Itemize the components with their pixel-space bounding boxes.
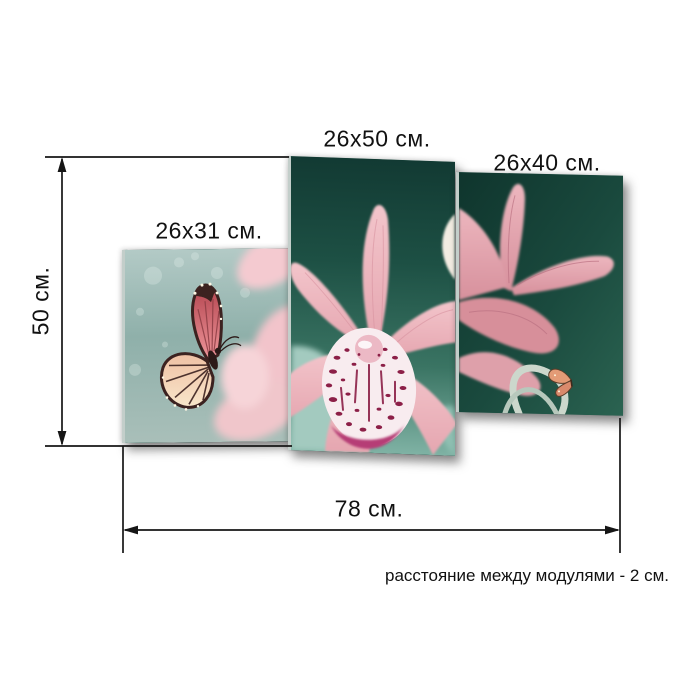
height-dimension-arrow <box>57 157 67 446</box>
butterfly-petal-art <box>125 248 288 443</box>
module-gap-note: расстояние между модулями - 2 см. <box>384 566 669 585</box>
width-dimension-arrow <box>123 525 620 535</box>
wing-spots <box>161 282 223 411</box>
art-panel-middle <box>288 156 455 456</box>
small-butterfly-icon <box>548 368 573 397</box>
panel-middle-size-label: 26x50 см. <box>323 125 431 152</box>
orchid-side-art <box>459 172 623 416</box>
stems <box>502 364 569 416</box>
orchid-lip <box>321 327 417 449</box>
art-panel-left <box>122 248 288 443</box>
butterfly-icon <box>160 282 242 411</box>
white-petal <box>442 213 455 280</box>
orchid-flower-art <box>291 156 455 456</box>
panel-left-size-label: 26x31 см. <box>155 217 263 244</box>
panel-right-size-label: 26x40 см. <box>493 149 601 176</box>
art-panel-right <box>456 172 623 416</box>
total-width-label: 78 см. <box>334 495 404 522</box>
total-height-label: 50 см. <box>27 266 54 336</box>
orchid-side-petals <box>459 183 614 396</box>
petal-veins-right <box>468 195 600 335</box>
bokeh-lights <box>129 252 250 376</box>
pink-petals <box>214 248 288 441</box>
